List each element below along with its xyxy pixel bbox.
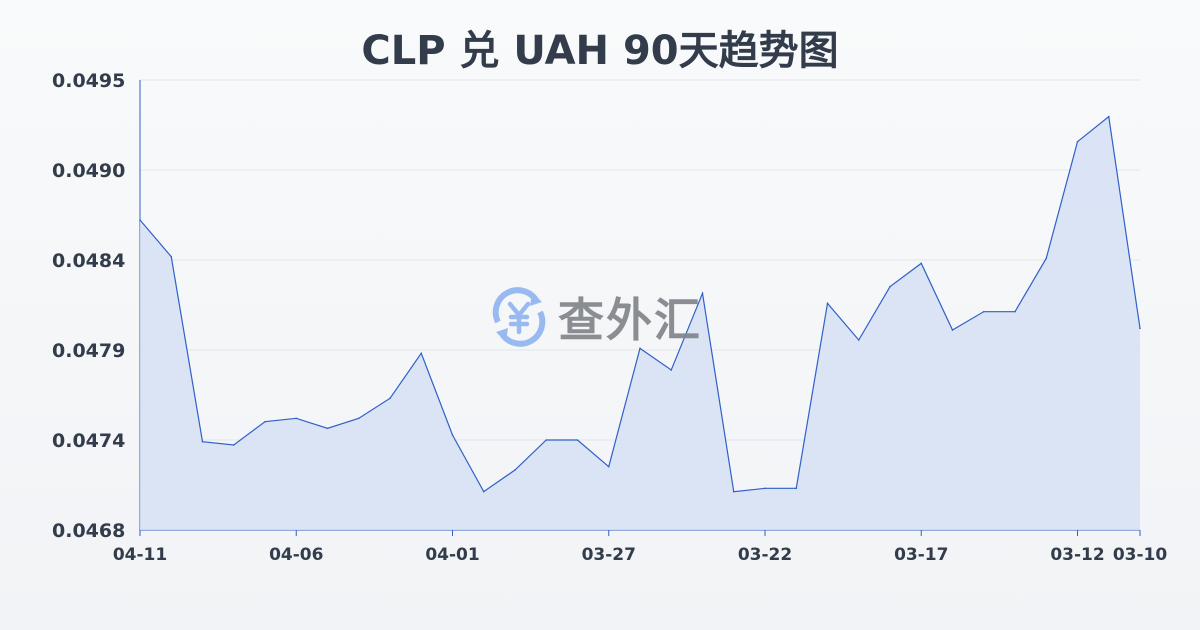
data-point	[920, 262, 923, 265]
data-point	[795, 487, 798, 490]
y-tick-label: 0.0474	[52, 430, 125, 452]
data-point	[451, 434, 454, 436]
data-point	[857, 339, 860, 341]
data-point	[1045, 257, 1048, 260]
data-point	[889, 285, 891, 288]
data-point	[826, 302, 829, 305]
watermark-text: 查外汇	[558, 293, 702, 347]
data-point	[389, 397, 391, 400]
x-tick-label: 04-01	[425, 545, 479, 565]
watermark: 查外汇	[488, 284, 702, 350]
data-point	[982, 310, 985, 313]
data-point	[514, 469, 516, 471]
data-point	[482, 490, 485, 493]
data-point	[607, 465, 610, 468]
y-tick-label: 0.0484	[52, 250, 125, 272]
data-point	[732, 490, 735, 493]
y-tick-label: 0.0495	[52, 70, 125, 92]
data-point	[701, 292, 704, 295]
data-point	[576, 439, 579, 441]
y-tick-label: 0.0490	[52, 160, 125, 182]
data-point	[951, 329, 954, 331]
yen-exchange-icon	[492, 287, 546, 347]
data-point	[639, 347, 641, 350]
data-point	[545, 439, 548, 441]
data-point	[1014, 310, 1016, 313]
y-tick-label: 0.0468	[52, 520, 125, 542]
data-point	[357, 417, 360, 420]
chart-title: CLP 兑 UAH 90天趋势图	[361, 28, 839, 74]
x-tick-label: 03-27	[582, 545, 636, 565]
data-point	[1107, 115, 1110, 118]
y-tick-label: 0.0479	[52, 340, 125, 362]
data-point	[295, 417, 298, 420]
data-point	[420, 352, 423, 355]
data-point	[764, 487, 766, 490]
data-point	[1076, 140, 1079, 143]
data-point	[670, 369, 673, 371]
data-point	[139, 219, 141, 221]
x-tick-label: 04-11	[113, 545, 167, 565]
data-point	[232, 444, 235, 446]
data-point	[170, 255, 173, 258]
data-point	[264, 420, 266, 423]
area-fill	[140, 116, 1140, 531]
data-point	[326, 427, 329, 430]
x-tick-label: 03-17	[894, 545, 948, 565]
x-tick-label: 03-22	[738, 545, 792, 565]
data-point	[201, 440, 204, 443]
x-tick-label: 04-06	[269, 545, 323, 565]
x-tick-label: 03-12	[1050, 545, 1104, 565]
data-point	[1139, 327, 1141, 330]
x-tick-label: 03-10	[1113, 545, 1168, 565]
